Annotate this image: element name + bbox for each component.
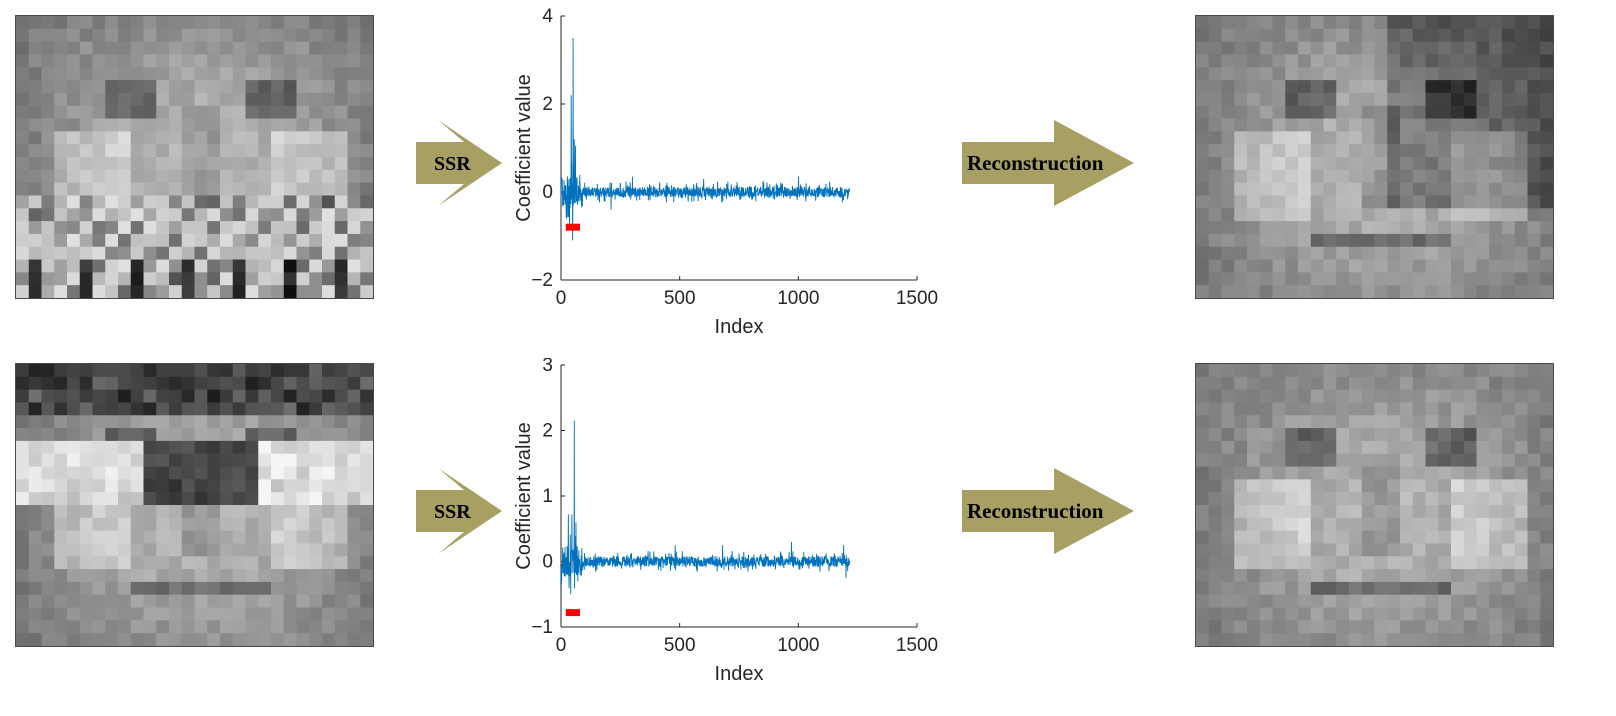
y-tick-label: −2 — [531, 270, 553, 291]
ssr-arrow-2: SSR — [416, 468, 502, 554]
input-face-image-1 — [15, 15, 374, 299]
x-tick-label: 500 — [664, 635, 696, 656]
y-tick-label: 0 — [542, 182, 553, 203]
reconstruction-label-1: Reconstruction — [967, 151, 1104, 175]
reconstruction-label-2: Reconstruction — [967, 499, 1104, 523]
y-tick-label: 2 — [542, 94, 553, 115]
ssr-arrow-1: SSR — [416, 120, 502, 206]
x-axis-label: Index — [715, 663, 764, 685]
output-face-image-1 — [1195, 15, 1554, 299]
coefficient-series-line — [560, 37, 851, 241]
x-tick-label: 1000 — [777, 635, 819, 656]
y-tick-label: 3 — [542, 358, 553, 376]
coefficient-series-line — [560, 420, 851, 595]
x-axis-label: Index — [715, 316, 764, 338]
y-tick-label: 2 — [542, 421, 553, 442]
reconstruction-arrow-1: Reconstruction — [962, 120, 1134, 206]
x-tick-label: 1500 — [896, 635, 938, 656]
x-tick-label: 1500 — [896, 288, 938, 309]
y-tick-label: 4 — [542, 6, 553, 27]
row-1: SSR 0 500 1000 1500 −2 0 2 4 Index Coefficient va… — [15, 6, 1554, 338]
y-axis-label: Coefficient value — [513, 422, 535, 570]
highlight-marker — [565, 609, 580, 617]
ssr-label-2: SSR — [434, 501, 471, 523]
x-tick-label: 1000 — [777, 288, 819, 309]
y-axis-label: Coefficient value — [513, 74, 535, 222]
input-face-image-2 — [15, 363, 374, 647]
x-tick-label: 500 — [664, 288, 696, 309]
output-face-image-2 — [1195, 363, 1554, 647]
x-tick-label: 0 — [556, 635, 567, 656]
ssr-label-1: SSR — [434, 153, 471, 175]
y-tick-label: 0 — [542, 552, 553, 573]
row-2: SSR 0 500 1000 1500 −1 0 1 2 3 Index Coefficient v… — [0, 358, 1616, 716]
y-tick-label: 1 — [542, 486, 553, 507]
highlight-marker — [565, 223, 580, 231]
reconstruction-arrow-2: Reconstruction — [962, 468, 1134, 554]
x-tick-label: 0 — [556, 288, 567, 309]
y-tick-label: −1 — [531, 617, 553, 638]
